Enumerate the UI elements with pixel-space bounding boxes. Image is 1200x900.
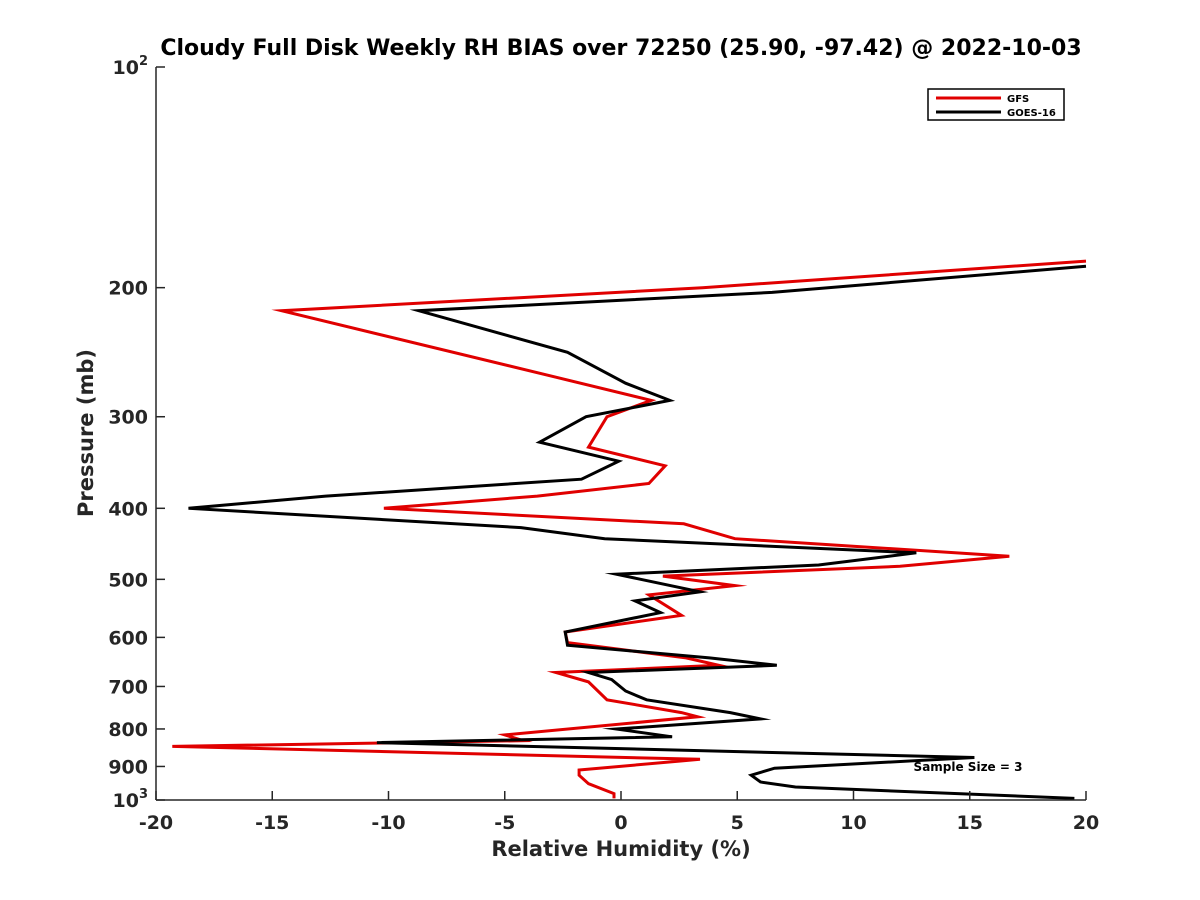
series-line-gfs xyxy=(172,261,1086,798)
y-tick-label: 900 xyxy=(108,756,148,778)
x-axis-label: Relative Humidity (%) xyxy=(491,837,750,861)
x-tick-label: 10 xyxy=(840,812,866,834)
series-line-goes-16 xyxy=(189,266,1087,798)
x-ticks: -20 -15 -10 -5 0 5 10 15 20 xyxy=(139,791,1099,834)
series-layer xyxy=(172,261,1086,798)
y-tick-label: 500 xyxy=(108,569,148,591)
x-tick-label: 5 xyxy=(731,812,744,834)
sample-size-annotation: Sample Size = 3 xyxy=(914,760,1023,774)
chart-title: Cloudy Full Disk Weekly RH BIAS over 722… xyxy=(160,36,1081,61)
x-tick-label: 0 xyxy=(614,812,627,834)
y-tick-label: 300 xyxy=(108,407,148,429)
y-tick-label: 103 xyxy=(113,787,149,812)
y-axis-label: Pressure (mb) xyxy=(74,349,98,517)
x-tick-label: 20 xyxy=(1073,812,1099,834)
axes-layer xyxy=(156,67,1086,800)
x-tick-label: 15 xyxy=(957,812,983,834)
x-tick-label: -10 xyxy=(371,812,405,834)
y-tick-label: 400 xyxy=(108,498,148,520)
y-tick-label: 200 xyxy=(108,278,148,300)
plot-area: -20 -15 -10 -5 0 5 10 15 20 102 200 300 400 500 600 70… xyxy=(108,54,1099,834)
y-tick-label: 800 xyxy=(108,719,148,741)
legend-label: GFS xyxy=(1007,94,1029,105)
x-tick-label: -15 xyxy=(255,812,289,834)
x-tick-label: -5 xyxy=(494,812,515,834)
y-tick-label: 700 xyxy=(108,676,148,698)
legend-label: GOES-16 xyxy=(1007,108,1056,119)
y-tick-label: 102 xyxy=(113,54,149,79)
x-tick-label: -20 xyxy=(139,812,173,834)
legend: GFS GOES-16 xyxy=(928,89,1064,120)
rh-bias-chart: Cloudy Full Disk Weekly RH BIAS over 722… xyxy=(0,0,1200,900)
y-tick-label: 600 xyxy=(108,627,148,649)
